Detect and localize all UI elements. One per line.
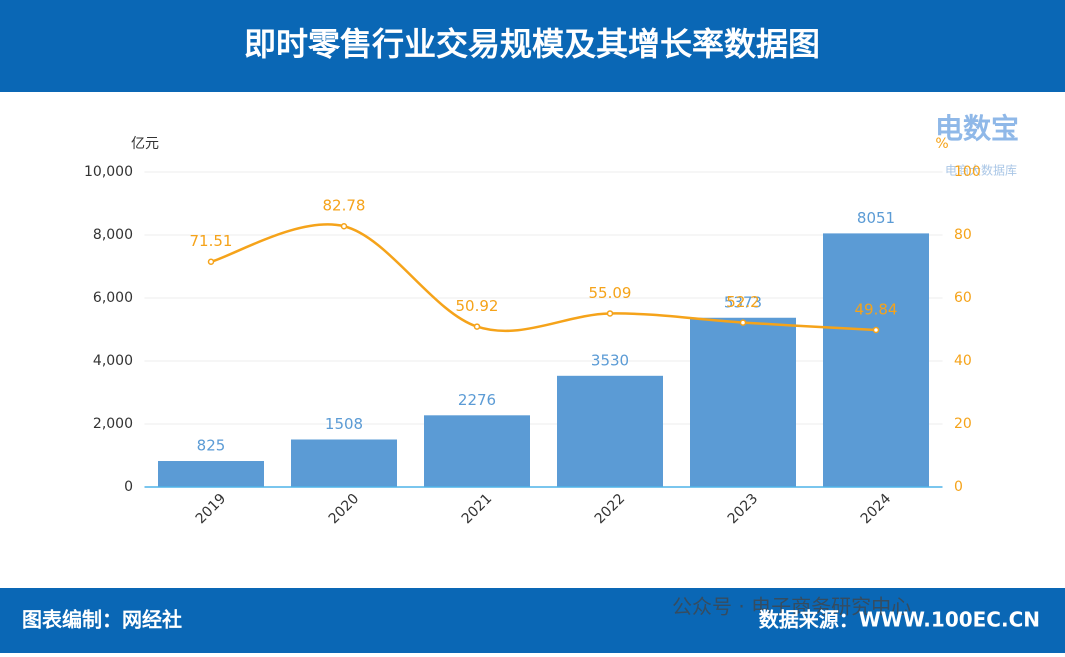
bar xyxy=(823,233,929,487)
bar-value-label: 2276 xyxy=(458,391,496,409)
x-tick-label: 2020 xyxy=(326,491,363,528)
bar xyxy=(424,415,530,487)
y2-tick-label: 80 xyxy=(954,227,972,243)
x-tick-label: 2023 xyxy=(725,491,762,528)
watermark: 公众号 · 电子商务研究中心 xyxy=(672,595,911,619)
bar xyxy=(158,461,264,487)
bar xyxy=(557,375,663,487)
line-point xyxy=(606,310,614,317)
bar-value-label: 825 xyxy=(197,437,226,455)
line-point xyxy=(340,222,348,230)
y-tick-label: 0 xyxy=(124,479,133,495)
y2-tick-label: 20 xyxy=(954,416,972,432)
bar xyxy=(690,317,796,487)
x-tick-label: 2024 xyxy=(858,491,895,528)
line-value-label: 55.09 xyxy=(589,284,632,302)
y-tick-label: 4,000 xyxy=(93,353,133,369)
x-tick-label: 2021 xyxy=(459,491,496,528)
x-tick-label: 2022 xyxy=(592,491,629,528)
y-axis-unit: 亿元 xyxy=(131,136,159,152)
line-point xyxy=(473,323,481,330)
bar-value-label: 5373 xyxy=(724,293,762,311)
bar-value-label: 1508 xyxy=(325,415,363,433)
bar xyxy=(291,439,397,487)
logo-name: 电数宝 xyxy=(935,112,1019,145)
line-value-label: 52.2 xyxy=(726,293,759,311)
y2-axis-unit: % xyxy=(935,136,948,152)
line-point xyxy=(739,319,747,326)
line-value-label: 50.92 xyxy=(456,297,499,315)
footer-credit: 图表编制：网经社 xyxy=(22,608,182,632)
line-point xyxy=(207,258,215,265)
y2-tick-label: 100 xyxy=(954,164,981,180)
footer-band xyxy=(0,588,1065,653)
x-tick-label: 2019 xyxy=(193,491,230,528)
footer-source: 数据来源：WWW.100EC.CN xyxy=(759,608,1040,632)
y-tick-label: 6,000 xyxy=(93,290,133,306)
y2-tick-label: 60 xyxy=(954,290,972,306)
y-tick-label: 10,000 xyxy=(84,164,133,180)
line-value-label: 71.51 xyxy=(190,232,233,250)
y-tick-label: 8,000 xyxy=(93,227,133,243)
bar-value-label: 8051 xyxy=(857,209,895,227)
bar-value-label: 3530 xyxy=(591,351,629,369)
y2-tick-label: 40 xyxy=(954,353,972,369)
chart-title: 即时零售行业交易规模及其增长率数据图 xyxy=(244,25,820,63)
line-value-label: 82.78 xyxy=(323,197,366,215)
y-tick-label: 2,000 xyxy=(93,416,133,432)
y2-tick-label: 0 xyxy=(954,479,963,495)
line-value-label: 49.84 xyxy=(855,301,898,319)
line-point xyxy=(872,326,880,334)
header-band xyxy=(0,0,1065,92)
logo-tagline: 电商大数据库 xyxy=(945,163,1017,178)
line xyxy=(210,223,877,333)
